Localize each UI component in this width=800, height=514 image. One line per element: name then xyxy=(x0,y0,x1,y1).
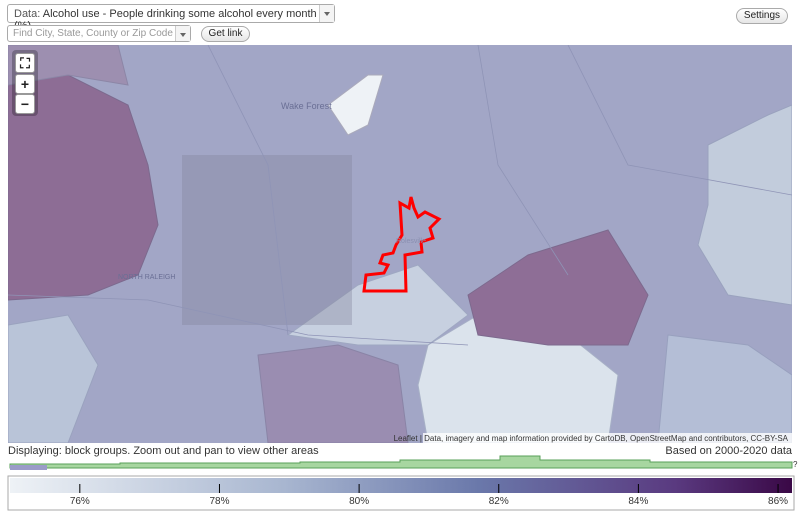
legend-tick-label: 82% xyxy=(489,496,509,507)
place-label: NORTH RALEIGH xyxy=(118,274,175,281)
fit-button[interactable]: ⛶ xyxy=(15,53,35,73)
selected-boundary xyxy=(362,196,442,293)
search-input[interactable]: Find City, State, County or Zip Code xyxy=(7,25,191,42)
settings-button[interactable]: Settings xyxy=(736,8,788,24)
legend-tick-label: 86% xyxy=(768,496,788,507)
zoom-out-button[interactable]: − xyxy=(15,94,35,114)
dataset-select[interactable]: Data: Alcohol use - People drinking some… xyxy=(7,4,335,32)
region xyxy=(697,104,792,306)
region xyxy=(257,344,409,443)
highlight-area xyxy=(182,155,352,325)
zoom-in-button[interactable]: + xyxy=(15,74,35,94)
color-scale xyxy=(10,478,792,493)
place-label: Wake Forest xyxy=(281,101,332,111)
legend: ? 76% 78% 80% 82% 84% 86% xyxy=(7,455,798,511)
attribution-bg xyxy=(423,433,792,443)
status-text: Displaying: block groups. Zoom out and p… xyxy=(8,445,319,457)
map[interactable]: Wake Forest NORTH RALEIGH Rolesville Lea… xyxy=(8,45,792,443)
get-link-button[interactable]: Get link xyxy=(201,26,250,42)
region xyxy=(8,314,99,443)
roads xyxy=(8,45,792,346)
data-label: Data: xyxy=(14,8,41,20)
region xyxy=(467,229,649,346)
caret xyxy=(175,26,190,41)
legend-tick-label: 84% xyxy=(628,496,648,507)
search-placeholder: Find City, State, County or Zip Code xyxy=(13,28,173,39)
legend-tick-label: 80% xyxy=(349,496,369,507)
region xyxy=(8,45,129,86)
legend-tick-label: 78% xyxy=(209,496,229,507)
help-icon[interactable]: ? xyxy=(793,460,798,469)
region xyxy=(286,264,469,346)
region xyxy=(8,74,159,301)
data-years: Based on 2000-2020 data xyxy=(665,445,792,457)
legend-tick-label: 76% xyxy=(70,496,90,507)
caret xyxy=(319,5,334,22)
histogram xyxy=(9,455,793,469)
region xyxy=(327,74,384,136)
place-label: Rolesville xyxy=(396,238,426,245)
attribution: Leaflet | Data, imagery and map informat… xyxy=(394,434,789,443)
region xyxy=(657,334,792,443)
histogram-highlight xyxy=(10,465,47,470)
